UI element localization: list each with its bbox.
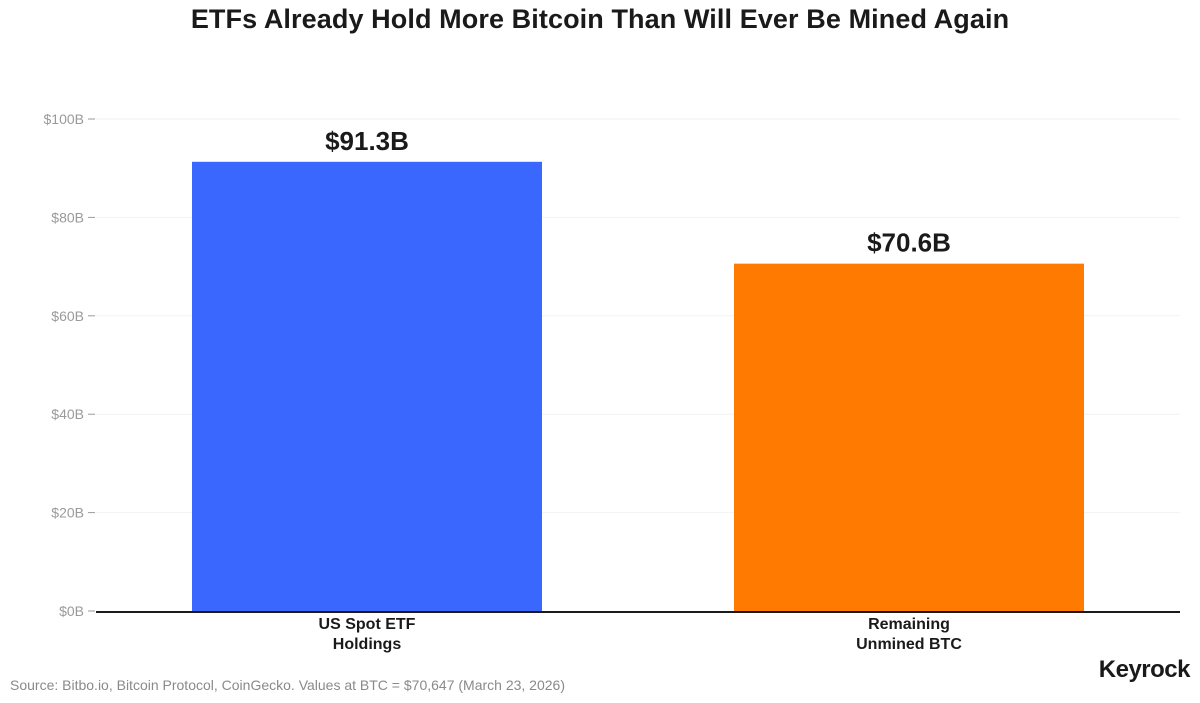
- y-tick-label: $60B: [51, 308, 84, 324]
- y-tick-label: $0B: [59, 603, 84, 619]
- bar-value-label: $91.3B: [325, 126, 409, 156]
- y-tick-label: $40B: [51, 406, 84, 422]
- x-tick-label: Remaining: [868, 616, 950, 633]
- bar: [192, 161, 542, 611]
- bar-value-label: $70.6B: [867, 228, 951, 258]
- y-tick-label: $20B: [51, 505, 84, 521]
- source-note: Source: Bitbo.io, Bitcoin Protocol, Coin…: [10, 677, 565, 693]
- bar: [734, 263, 1084, 611]
- y-tick-label: $80B: [51, 209, 84, 225]
- chart-title: ETFs Already Hold More Bitcoin Than Will…: [190, 4, 1010, 34]
- y-tick-label: $100B: [44, 111, 84, 127]
- x-tick-label: US Spot ETF: [319, 616, 416, 633]
- x-tick-label: Holdings: [333, 636, 402, 653]
- brand-logo: Keyrock: [1098, 656, 1191, 683]
- x-tick-label: Unmined BTC: [856, 636, 962, 653]
